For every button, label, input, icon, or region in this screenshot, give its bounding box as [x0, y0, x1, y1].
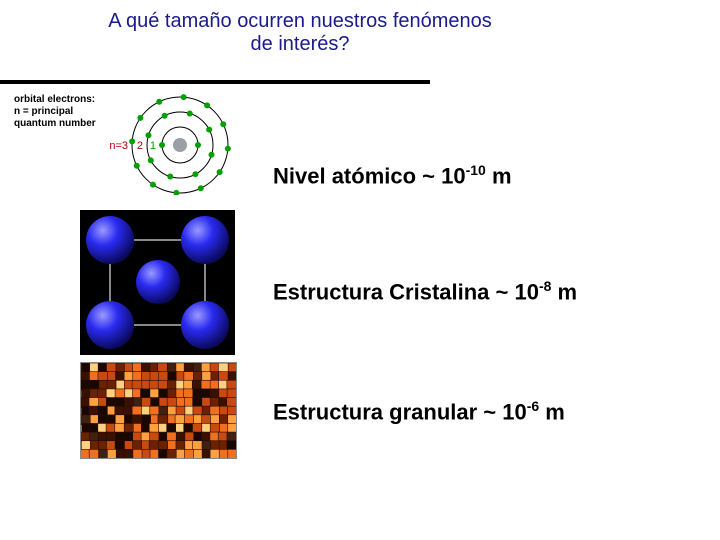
crystal-structure-label: Estructura Cristalina ~ 10-8 m — [273, 278, 577, 305]
svg-text:n=3: n=3 — [109, 140, 128, 152]
label-unit: m — [551, 279, 577, 304]
svg-text:2: 2 — [137, 140, 143, 152]
svg-text:orbital electrons:: orbital electrons: — [14, 94, 95, 105]
label-exponent: -8 — [539, 278, 551, 294]
divider — [0, 80, 430, 84]
label-unit: m — [486, 163, 512, 188]
label-exponent: -10 — [466, 162, 486, 178]
svg-text:quantum number: quantum number — [14, 118, 96, 129]
label-unit: m — [539, 399, 565, 424]
atomic-level-label: Nivel atómico ~ 10-10 m — [273, 162, 512, 189]
atomic-level-figure: orbital electrons:n = principalquantum n… — [12, 90, 242, 195]
svg-text:n = principal: n = principal — [14, 106, 73, 117]
label-exponent: -6 — [527, 398, 539, 414]
label-text: Estructura granular ~ 10 — [273, 399, 527, 424]
granular-structure-label: Estructura granular ~ 10-6 m — [273, 398, 565, 425]
label-text: Nivel atómico ~ 10 — [273, 163, 466, 188]
crystal-structure-figure — [80, 210, 235, 355]
slide-title: A qué tamaño ocurren nuestros fenómenos … — [100, 10, 500, 56]
granular-structure-figure — [80, 362, 237, 459]
svg-text:1: 1 — [150, 140, 156, 152]
label-text: Estructura Cristalina ~ 10 — [273, 279, 539, 304]
